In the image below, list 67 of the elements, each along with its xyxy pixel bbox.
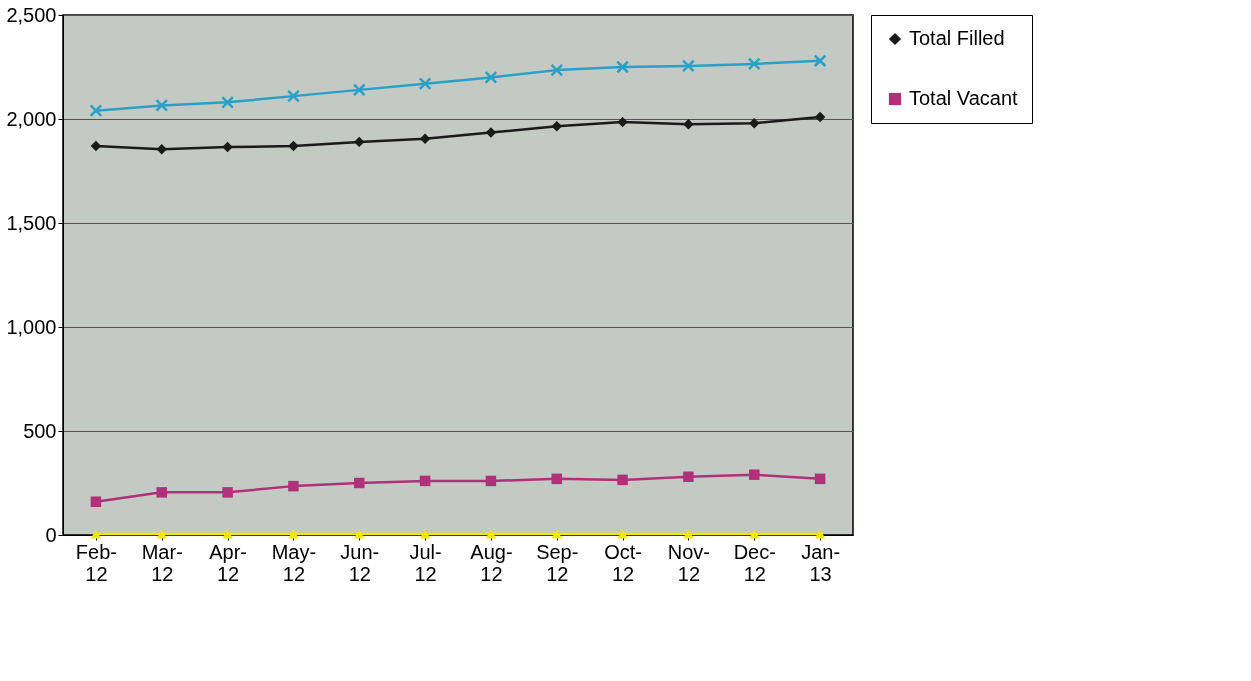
y-tick-label: 1,000 [6,315,57,338]
x-tick-label: May-12 [271,540,317,585]
point [354,477,365,489]
x-tick-label: Dec-12 [733,540,776,585]
point [352,83,366,97]
point [681,59,695,73]
point [814,111,826,123]
point [419,529,431,539]
point [288,140,299,152]
point [617,474,628,486]
y-tick-label: 500 [23,419,57,442]
legend-label: Total Vacant [909,87,1019,109]
legend-label: Total Filled [909,27,1005,49]
point [156,143,167,155]
point [814,473,826,485]
point [222,487,233,498]
y-tick-label: 2,500 [6,3,57,26]
x-tick-label: Oct-12 [604,540,642,585]
point [419,133,431,144]
point [222,141,233,153]
x-tick-label: Sep-12 [536,540,579,585]
point [286,89,300,103]
point [749,117,760,129]
point [485,529,497,539]
point [485,475,497,487]
point [551,473,562,485]
point [222,529,233,539]
point [747,57,761,71]
point [550,63,564,77]
point [749,529,760,539]
point [551,529,562,539]
point [617,116,628,128]
point [749,469,760,480]
point [156,487,167,498]
x-tick-label: Jul-12 [409,540,442,585]
point [354,529,365,539]
point [484,70,498,84]
x-tick-label: Jan-13 [801,540,841,585]
point [155,98,169,112]
point [551,121,562,132]
point [616,60,630,74]
point [814,529,826,539]
point [683,471,694,482]
point [683,529,694,539]
point [156,529,167,539]
point [89,104,103,118]
point [485,127,497,138]
point [90,496,102,507]
point [221,95,235,109]
x-tick-label: Aug-12 [470,540,513,585]
x-tick-label: Nov-12 [667,540,711,585]
point [418,77,432,91]
point [813,54,827,68]
point [683,118,694,130]
x-tick-label: Feb-12 [75,540,117,585]
x-tick-label: Mar-12 [141,540,183,585]
point [617,529,628,539]
point [354,136,365,148]
y-tick-label: 2,000 [6,107,57,130]
point [419,475,431,487]
point [288,529,299,539]
point [90,529,102,539]
x-tick-label: Jun-12 [340,540,380,585]
x-tick-label: Apr-12 [209,540,247,585]
y-tick-label: 1,500 [6,211,57,234]
y-tick-label: 0 [45,523,57,546]
point [288,480,299,492]
